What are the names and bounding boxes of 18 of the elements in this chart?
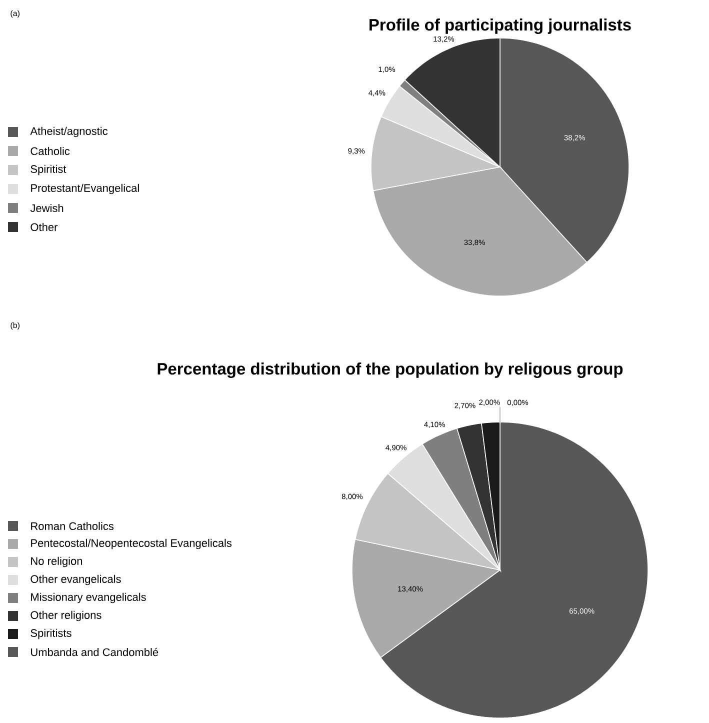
- legend-label: Other: [30, 222, 58, 232]
- legend-label: Jewish: [30, 204, 64, 212]
- legend-label: Protestant/Evangelical: [31, 184, 139, 194]
- legend-label: Spiritist: [30, 164, 66, 176]
- legend-label: Other evangelicals: [30, 574, 121, 586]
- text: (a): [10, 10, 20, 18]
- legend-label: Missionary evangelicals: [31, 592, 146, 604]
- legend-label: Pentecostal/Neopentecostal Evangelicals: [31, 538, 232, 550]
- legend-label: Spiritists: [30, 628, 72, 640]
- legend-label: Other religions: [30, 610, 102, 622]
- legend-label: Atheist/agnostic: [30, 126, 108, 138]
- chart-title: Percentage distribution of the population by religous group: [158, 362, 623, 378]
- legend-label: No religion: [31, 556, 82, 568]
- legend-label: Catholic: [30, 146, 70, 156]
- legend-label: Umbanda and Candomblé: [31, 648, 158, 656]
- text: (b): [10, 322, 20, 330]
- legend-label: Roman Catholics: [31, 522, 114, 530]
- chart-title: Profile of participating journalists: [370, 18, 631, 34]
